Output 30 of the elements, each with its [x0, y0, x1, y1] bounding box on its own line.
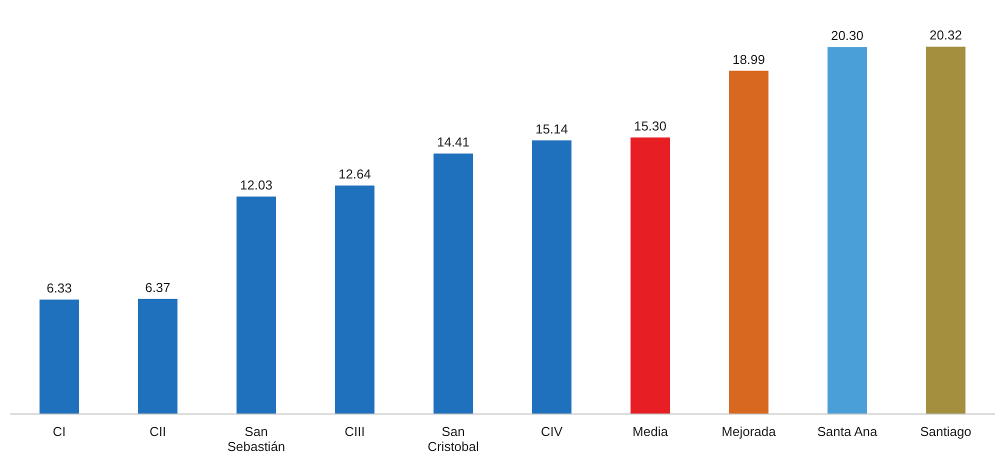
- x-tick-label: CIII: [344, 424, 365, 439]
- bar: [828, 47, 867, 414]
- bar: [926, 46, 966, 414]
- x-tick-label: CII: [149, 424, 166, 439]
- x-tick-label: San Sebastián: [227, 424, 286, 454]
- data-label: 18.99: [732, 52, 766, 67]
- x-tick-label: Media: [632, 424, 669, 439]
- bar: [630, 137, 670, 414]
- data-label: 20.32: [929, 28, 962, 43]
- x-tick-label: Mejorada: [722, 424, 777, 439]
- x-tick-label: Santiago: [920, 424, 972, 439]
- data-label: 12.03: [240, 178, 273, 193]
- bar: [532, 140, 572, 414]
- data-label: 6.37: [145, 280, 170, 295]
- x-tick-label: Santa Ana: [817, 424, 878, 439]
- x-tick-label: CI: [52, 424, 66, 439]
- data-label: 6.33: [46, 280, 72, 296]
- x-tick-label: San Cristobal: [428, 424, 480, 454]
- bar: [236, 196, 276, 414]
- data-label: 15.30: [634, 118, 667, 134]
- data-label: 20.30: [830, 28, 864, 44]
- bar: [335, 186, 374, 414]
- bar: [138, 298, 178, 414]
- data-label: 15.14: [535, 121, 568, 136]
- x-tick-label: CIV: [540, 424, 563, 439]
- bar: [729, 70, 768, 414]
- bar: [434, 154, 473, 414]
- data-label: 14.41: [436, 134, 470, 150]
- bar: [40, 300, 79, 414]
- data-label: 12.64: [338, 166, 372, 182]
